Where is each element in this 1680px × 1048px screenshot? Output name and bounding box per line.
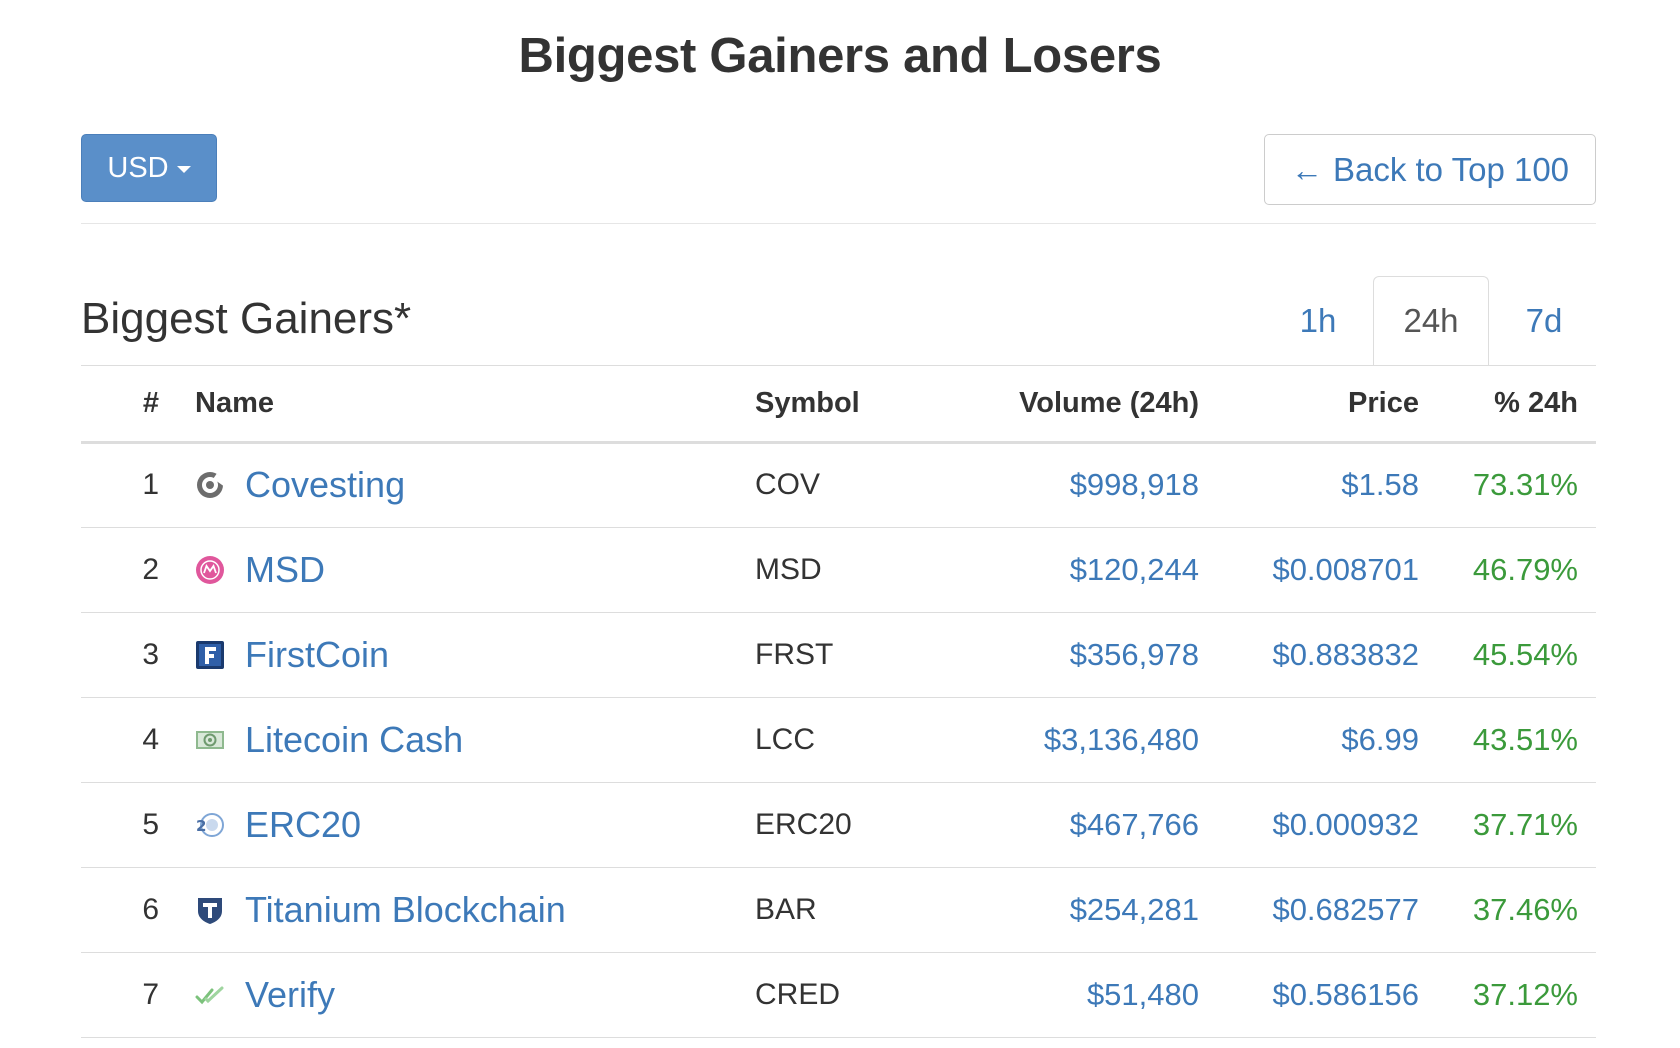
row-volume-link[interactable]: $254,281 <box>947 867 1217 953</box>
caret-down-icon <box>176 166 191 173</box>
row-price-link[interactable]: $0.682577 <box>1217 867 1437 953</box>
row-price-link[interactable]: $6.99 <box>1217 697 1437 783</box>
row-symbol: COV <box>737 442 947 528</box>
row-change: 45.54% <box>1437 612 1596 698</box>
header-price: Price <box>1217 366 1437 444</box>
row-name-cell: FirstCoin <box>177 612 737 698</box>
row-volume-link[interactable]: $120,244 <box>947 527 1217 613</box>
verify-icon <box>195 986 224 1004</box>
row-change: 46.79% <box>1437 527 1596 613</box>
row-volume-link[interactable]: $356,978 <box>947 612 1217 698</box>
row-price-link[interactable]: $0.000932 <box>1217 782 1437 868</box>
header-name: Name <box>177 366 737 444</box>
row-change: 43.51% <box>1437 697 1596 783</box>
tabs-divider <box>81 365 1596 366</box>
row-name-cell: Verify <box>177 952 737 1038</box>
row-change: 73.31% <box>1437 442 1596 528</box>
row-volume-link[interactable]: $51,480 <box>947 952 1217 1038</box>
row-name-cell: MSD <box>177 527 737 613</box>
table-row: 5 2 ERC20 ERC20 $467,766 $0.000932 37.71… <box>81 782 1596 868</box>
row-rank: 7 <box>81 952 177 1038</box>
msd-icon <box>196 555 224 584</box>
header-change: % 24h <box>1437 366 1596 444</box>
row-rank: 5 <box>81 782 177 868</box>
tab-1h[interactable]: 1h <box>1299 302 1337 339</box>
covesting-icon <box>197 472 225 498</box>
table-row: 6 Titanium Blockchain BAR $254,281 $0.68… <box>81 867 1596 953</box>
row-symbol: BAR <box>737 867 947 953</box>
header-symbol: Symbol <box>737 366 947 444</box>
coin-link[interactable]: Titanium Blockchain <box>245 888 566 930</box>
row-volume-link[interactable]: $467,766 <box>947 782 1217 868</box>
table-row: 7 Verify CRED $51,480 $0.586156 37.12% <box>81 952 1596 1038</box>
coin-link[interactable]: MSD <box>245 548 325 590</box>
row-name-cell: Covesting <box>177 442 737 528</box>
tab-24h[interactable]: 24h <box>1373 276 1489 366</box>
table-header-row: # Name Symbol Volume (24h) Price % 24h <box>81 366 1596 444</box>
arrow-left-icon: ← <box>1290 151 1323 188</box>
row-volume-link[interactable]: $998,918 <box>947 442 1217 528</box>
row-change: 37.71% <box>1437 782 1596 868</box>
gainers-table: # Name Symbol Volume (24h) Price % 24h 1 <box>81 366 1596 1038</box>
coin-link[interactable]: Verify <box>245 973 336 1015</box>
row-rank: 3 <box>81 612 177 698</box>
row-rank: 4 <box>81 697 177 783</box>
page-title: Biggest Gainers and Losers <box>518 29 1162 83</box>
table-row: 3 FirstCoin FRST $356,978 $0.883832 45.5… <box>81 612 1596 698</box>
currency-label: USD <box>107 151 169 184</box>
row-rank: 1 <box>81 442 177 528</box>
coin-link[interactable]: ERC20 <box>245 803 362 845</box>
row-volume-link[interactable]: $3,136,480 <box>947 697 1217 783</box>
row-rank: 6 <box>81 867 177 953</box>
table-row: 1 Covesting COV $998,918 $1.58 <box>81 442 1596 528</box>
row-price-link[interactable]: $0.883832 <box>1217 612 1437 698</box>
tab-7d[interactable]: 7d <box>1525 302 1563 339</box>
row-name-cell: Titanium Blockchain <box>177 867 737 953</box>
row-price-link[interactable]: $0.008701 <box>1217 527 1437 613</box>
coin-link[interactable]: Covesting <box>245 464 406 505</box>
row-price-link[interactable]: $0.586156 <box>1217 952 1437 1038</box>
row-change: 37.46% <box>1437 867 1596 953</box>
section-title: Biggest Gainers* <box>81 294 412 343</box>
litecoin-cash-icon <box>196 730 224 749</box>
row-price-link[interactable]: $1.58 <box>1217 442 1437 528</box>
row-symbol: CRED <box>737 952 947 1038</box>
back-to-top-100-button[interactable]: ← Back to Top 100 <box>1264 134 1596 205</box>
row-change: 37.12% <box>1437 952 1596 1038</box>
currency-dropdown-button[interactable]: USD <box>81 134 217 202</box>
erc20-icon: 2 <box>196 812 224 837</box>
header-volume: Volume (24h) <box>947 366 1217 444</box>
firstcoin-icon <box>196 640 224 669</box>
row-rank: 2 <box>81 527 177 613</box>
coin-link[interactable]: FirstCoin <box>245 633 390 675</box>
row-symbol: LCC <box>737 697 947 783</box>
table-row: 2 MSD MSD $120,244 $0.008701 46.79% <box>81 527 1596 613</box>
header-divider <box>81 223 1596 224</box>
row-symbol: MSD <box>737 527 947 613</box>
coin-link[interactable]: Litecoin Cash <box>245 718 464 760</box>
header-rank: # <box>81 366 177 444</box>
back-button-label: Back to Top 100 <box>1332 150 1570 188</box>
row-name-cell: 2 ERC20 <box>177 782 737 868</box>
table-row: 4 Litecoin Cash LCC $3,136,480 $6.99 <box>81 697 1596 783</box>
row-name-cell: Litecoin Cash <box>177 697 737 783</box>
row-symbol: ERC20 <box>737 782 947 868</box>
svg-text:2: 2 <box>196 817 206 835</box>
titanium-blockchain-icon <box>198 897 222 924</box>
row-symbol: FRST <box>737 612 947 698</box>
